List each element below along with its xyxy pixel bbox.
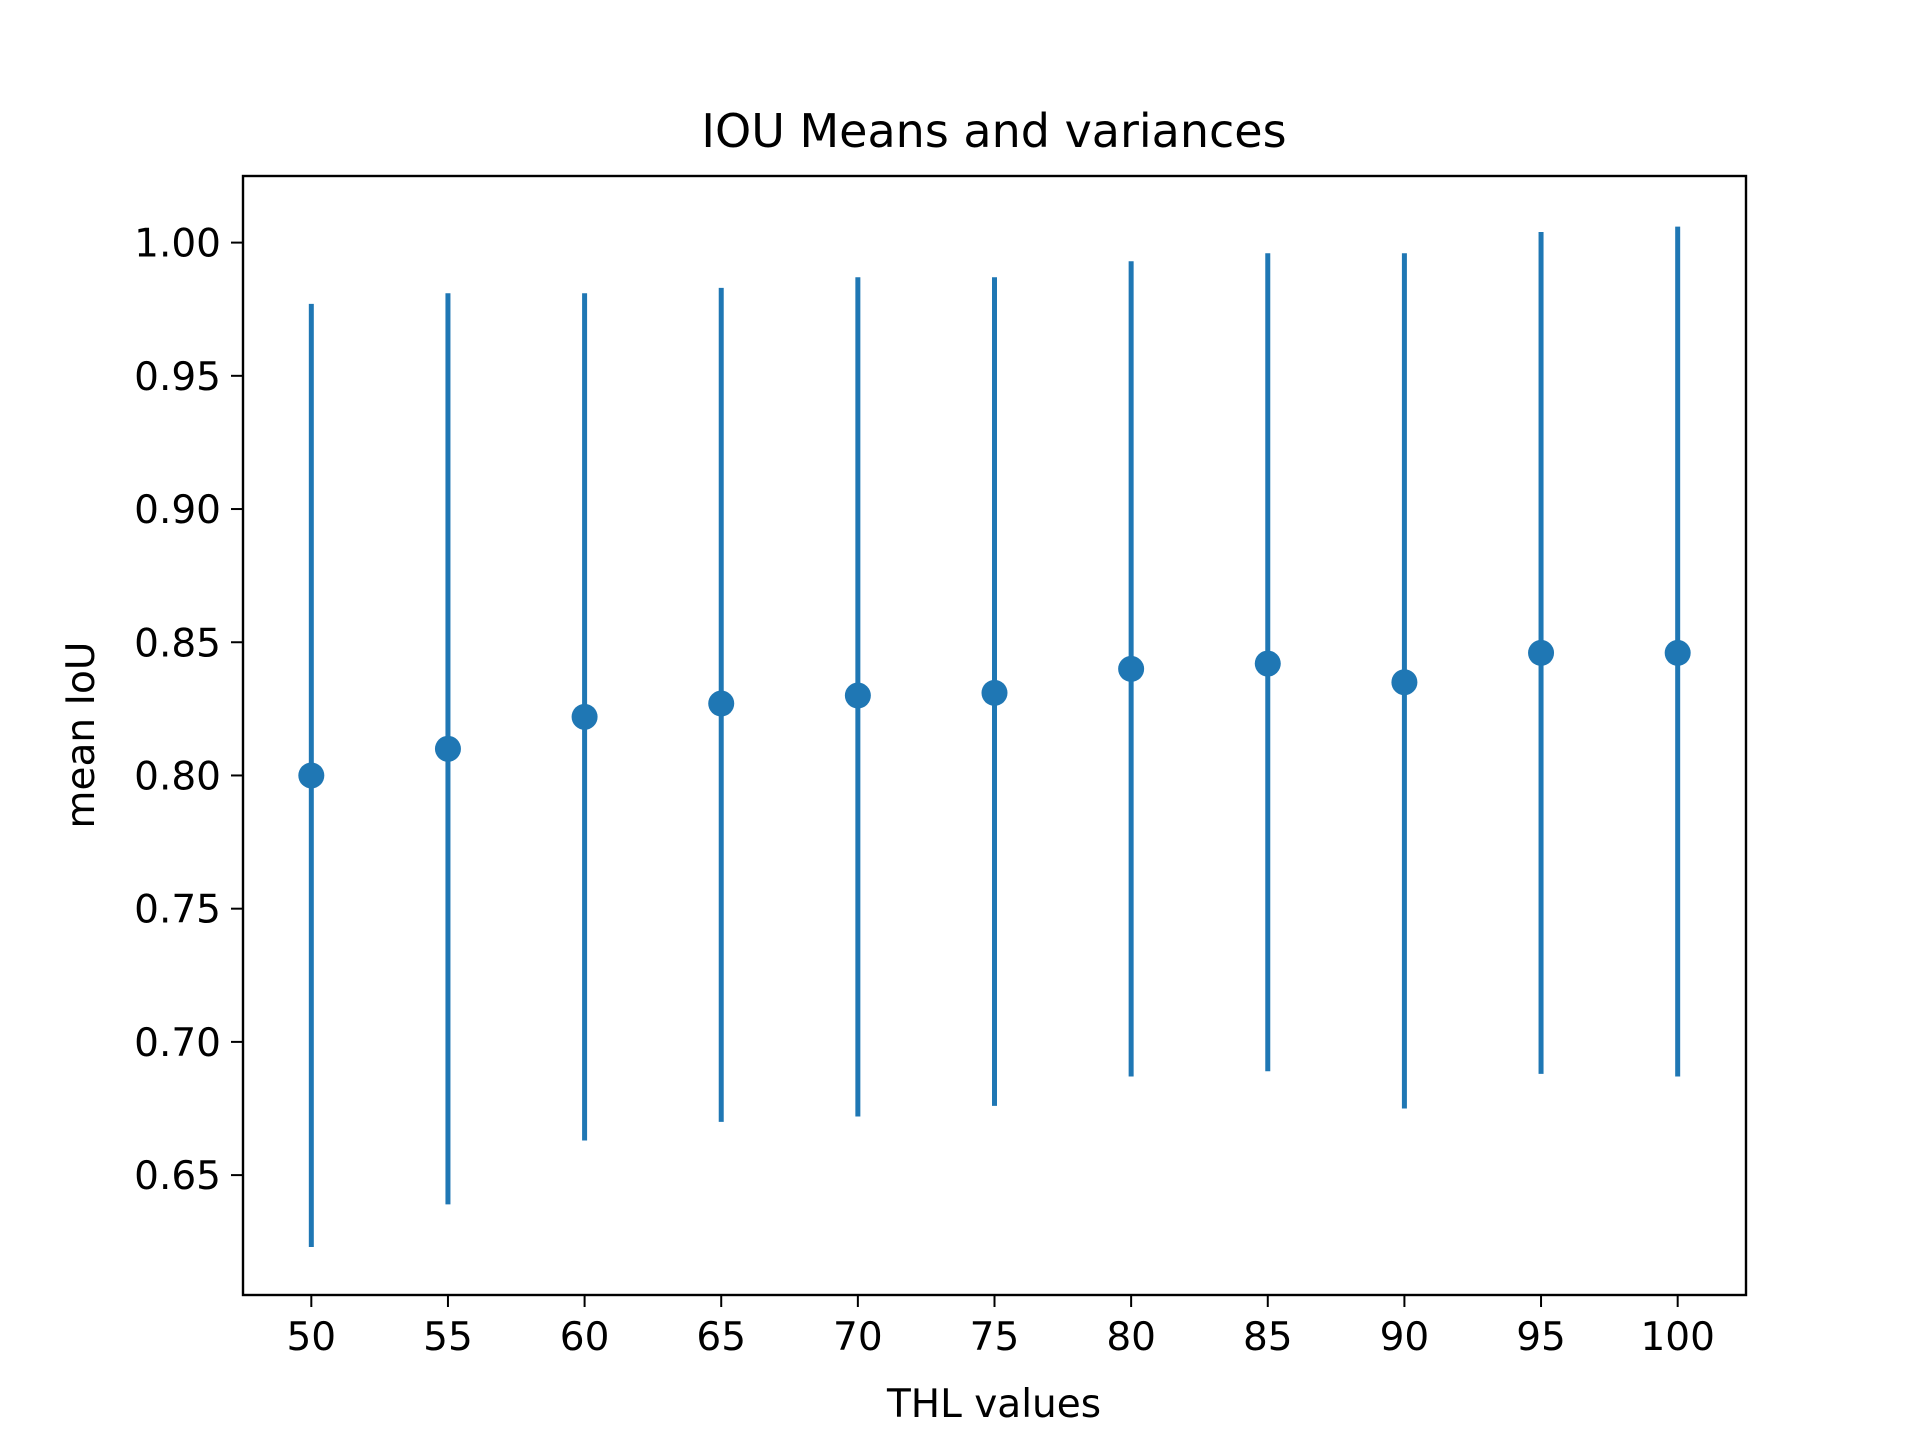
data-point-80	[1118, 655, 1145, 682]
x-tick-label-65: 65	[696, 1315, 746, 1360]
x-tick-label-90: 90	[1380, 1315, 1430, 1360]
x-tick-label-75: 75	[970, 1315, 1020, 1360]
x-axis-ticks: 50 55 60 65 70 75 80 85 90 95 100	[286, 1295, 1715, 1360]
y-axis-label: mean IoU	[59, 642, 104, 829]
y-tick-label-1.00: 1.00	[134, 222, 221, 267]
x-tick-label-60: 60	[560, 1315, 610, 1360]
data-point-95	[1528, 639, 1555, 666]
data-point-70	[844, 682, 871, 709]
data-point-65	[708, 690, 735, 717]
y-tick-label-0.80: 0.80	[134, 754, 221, 799]
y-tick-label-0.95: 0.95	[134, 355, 221, 400]
data-point-50	[298, 762, 325, 789]
data-points	[298, 639, 1691, 789]
data-point-75	[981, 679, 1008, 706]
chart-title: IOU Means and variances	[701, 104, 1286, 158]
data-point-90	[1391, 669, 1418, 696]
y-tick-label-0.85: 0.85	[134, 621, 221, 666]
x-tick-label-85: 85	[1243, 1315, 1293, 1360]
data-point-55	[434, 735, 461, 762]
y-axis-ticks: 0.65 0.70 0.75 0.80 0.85 0.90 0.95 1.00	[134, 222, 243, 1199]
x-tick-label-55: 55	[423, 1315, 473, 1360]
x-axis-label: THL values	[886, 1382, 1101, 1427]
x-tick-label-70: 70	[833, 1315, 883, 1360]
x-tick-label-50: 50	[286, 1315, 336, 1360]
y-tick-label-0.65: 0.65	[134, 1154, 221, 1199]
y-tick-label-0.90: 0.90	[134, 488, 221, 533]
data-point-85	[1254, 650, 1281, 677]
x-tick-label-95: 95	[1516, 1315, 1566, 1360]
y-tick-label-0.75: 0.75	[134, 888, 221, 933]
x-tick-label-80: 80	[1106, 1315, 1156, 1360]
data-point-100	[1664, 639, 1691, 666]
y-tick-label-0.70: 0.70	[134, 1021, 221, 1066]
x-tick-label-100: 100	[1640, 1315, 1714, 1360]
data-point-60	[571, 703, 598, 730]
